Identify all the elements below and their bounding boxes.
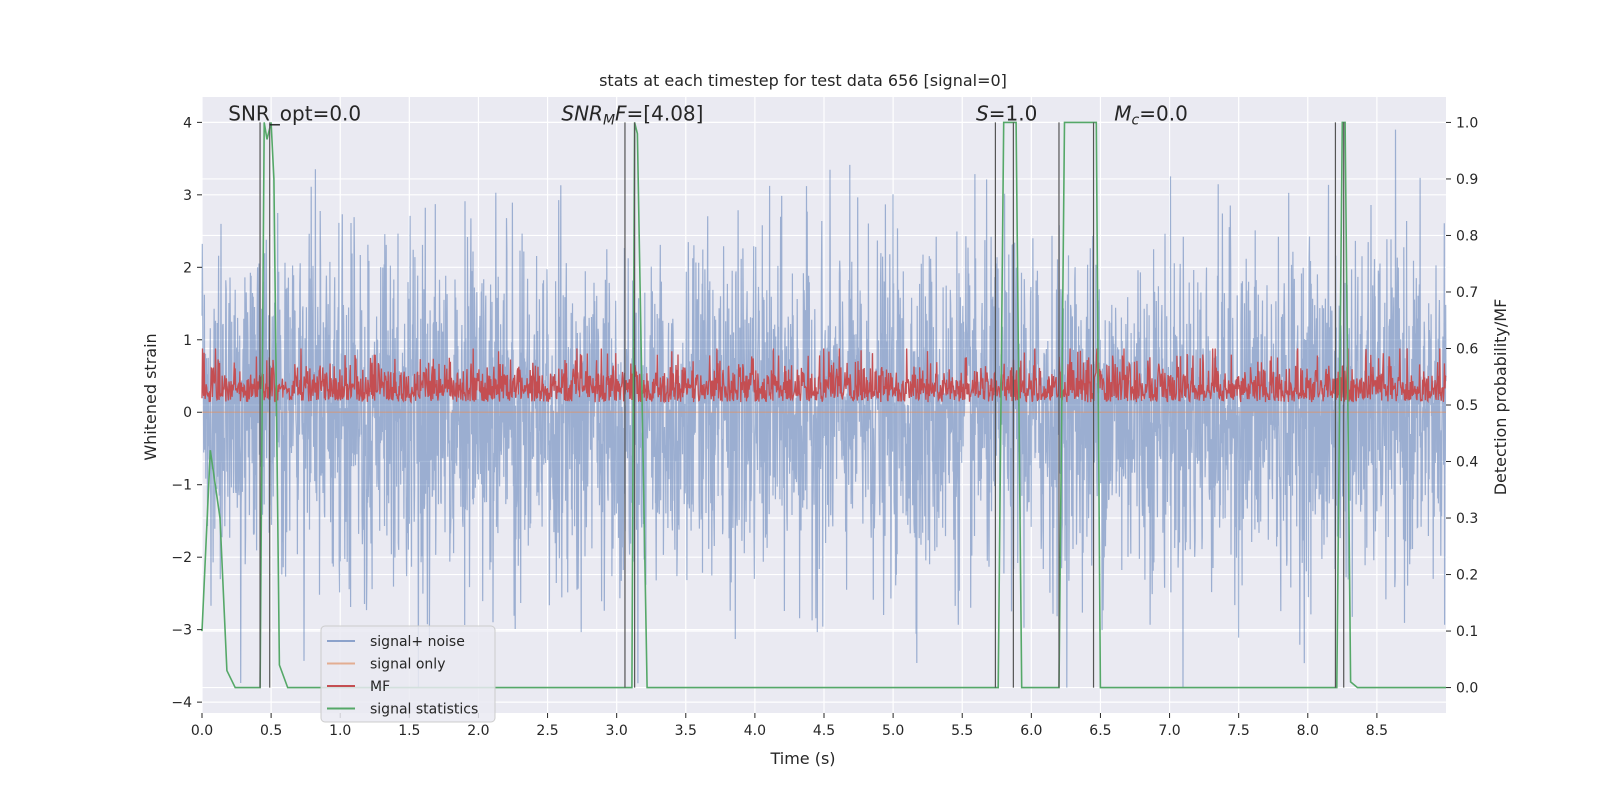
y-axis-label-right: Detection probability/MF — [1491, 299, 1510, 496]
legend-entry: signal only — [370, 657, 445, 673]
annotation-3: Mc=0.0 — [1114, 101, 1188, 128]
series-line-signal-statistics — [201, 121, 1446, 689]
y-tick-label-left: −3 — [171, 623, 192, 639]
x-tick-label: 0.5 — [260, 723, 282, 739]
annotation-2: S=1.0 — [976, 101, 1037, 125]
y-tick-label-left: −1 — [171, 478, 192, 494]
y-tick-label-left: −2 — [171, 550, 192, 566]
y-tick-label-left: −4 — [171, 695, 192, 711]
x-tick-label: 3.5 — [675, 723, 697, 739]
y-tick-label-right: 0.4 — [1456, 455, 1478, 471]
x-tick-label: 2.5 — [536, 723, 558, 739]
x-tick-label: 1.0 — [329, 723, 351, 739]
x-tick-label: 6.5 — [1089, 723, 1111, 739]
y-tick-label-right: 0.2 — [1456, 568, 1478, 584]
annotation-1: SNRMF=[4.08] — [561, 101, 703, 128]
legend: signal+ noise signal only MF signal statist… — [320, 625, 496, 723]
y-tick-label-right: 0.0 — [1456, 681, 1478, 697]
y-tick-label-right: 0.1 — [1456, 624, 1478, 640]
y-tick-label-left: 0 — [183, 405, 192, 421]
y-tick-label-right: 0.5 — [1456, 398, 1478, 414]
x-tick-label: 7.0 — [1158, 723, 1180, 739]
y-tick-label-right: 0.6 — [1456, 341, 1478, 357]
x-tick-label: 5.0 — [882, 723, 904, 739]
threshold-lines — [259, 122, 1345, 688]
legend-entry: signal+ noise — [370, 634, 465, 650]
x-tick-label: 8.0 — [1297, 723, 1319, 739]
legend-entry: signal statistics — [370, 702, 478, 718]
legend-entry: MF — [370, 679, 390, 695]
y-tick-label-right: 0.8 — [1456, 228, 1478, 244]
y-tick-label-right: 0.9 — [1456, 172, 1478, 188]
y-axis-left: −4 −3 −2 −1 0 1 2 3 4 — [171, 115, 202, 711]
y-tick-label-left: 2 — [183, 260, 192, 276]
y-tick-label-right: 0.7 — [1456, 285, 1478, 301]
x-tick-label: 1.5 — [398, 723, 420, 739]
x-tick-label: 0.0 — [191, 723, 213, 739]
x-tick-label: 7.5 — [1228, 723, 1250, 739]
x-axis: 0.0 0.5 1.0 1.5 2.0 2.5 3.0 3.5 4.0 4.5 5.0 5.5 6.0 6… — [191, 713, 1388, 739]
x-tick-label: 5.5 — [951, 723, 973, 739]
y-tick-label-left: 3 — [183, 188, 192, 204]
chart-title: stats at each timestep for test data 656… — [599, 71, 1007, 90]
x-tick-label: 3.0 — [606, 723, 628, 739]
series-line-mf — [201, 348, 1447, 404]
y-tick-label-right: 1.0 — [1456, 115, 1478, 131]
y-tick-label-left: 4 — [183, 115, 192, 131]
y-tick-label-left: 1 — [183, 333, 192, 349]
x-tick-label: 4.5 — [813, 723, 835, 739]
x-tick-label: 2.0 — [467, 723, 489, 739]
x-tick-label: 8.5 — [1366, 723, 1388, 739]
x-axis-label: Time (s) — [769, 749, 835, 768]
x-tick-label: 4.0 — [744, 723, 766, 739]
y-axis-label-left: Whitened strain — [141, 333, 160, 460]
y-tick-label-right: 0.3 — [1456, 511, 1478, 527]
x-tick-label: 6.0 — [1020, 723, 1042, 739]
legend-box — [320, 625, 496, 723]
annotation-0: SNR_opt=0.0 — [228, 101, 361, 125]
y-axis-right: 0.0 0.1 0.2 0.3 0.4 0.5 0.6 0.7 0.8 0.9 1.0 — [1446, 115, 1478, 697]
series-layer — [201, 121, 1447, 689]
annotations: SNR_opt=0.0 SNRMF=[4.08] S=1.0 Mc=0.0 — [228, 101, 1188, 128]
